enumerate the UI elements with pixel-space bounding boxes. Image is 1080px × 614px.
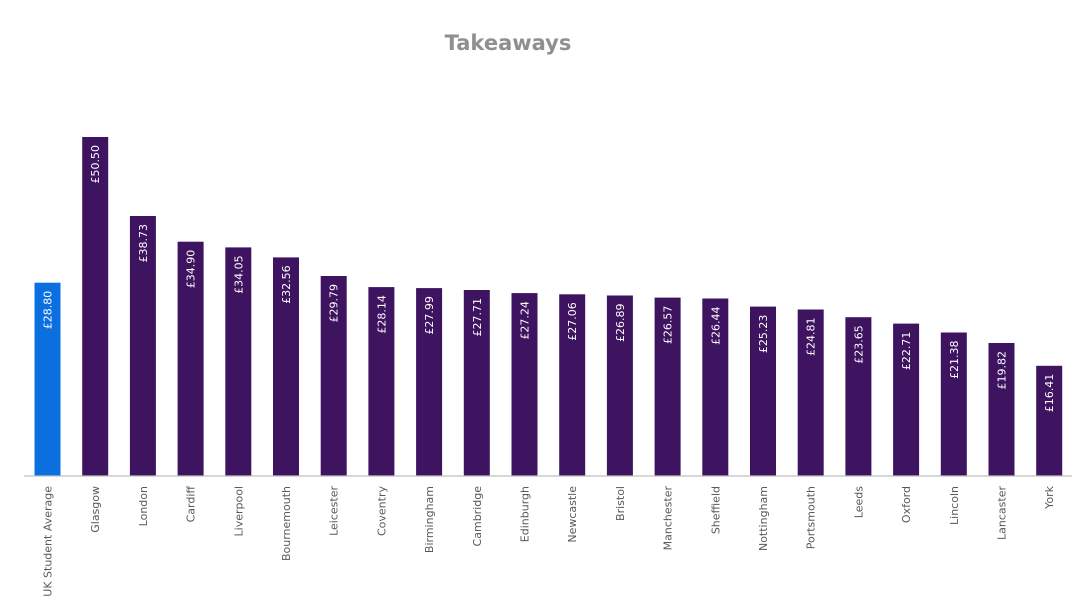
bar-value-label: £34.05 <box>232 255 245 294</box>
bar-value-label: £28.80 <box>42 291 55 330</box>
bar-value-label: £23.65 <box>852 325 865 364</box>
bar-london <box>129 216 156 476</box>
bar-cambridge <box>463 290 490 476</box>
category-label: Oxford <box>900 486 913 523</box>
category-label: Manchester <box>662 486 675 551</box>
bar-value-label: £27.06 <box>566 302 579 341</box>
category-label: Cardiff <box>185 486 198 523</box>
bar-sheffield <box>702 298 729 476</box>
bar-value-label: £38.73 <box>137 224 150 263</box>
bar-bristol <box>606 295 633 476</box>
category-label: Bournemouth <box>280 486 293 561</box>
bar-value-label: £26.57 <box>662 306 675 345</box>
category-label: London <box>137 486 150 526</box>
bar-bournemouth <box>273 257 299 476</box>
category-label: Coventry <box>375 486 388 536</box>
bar-value-label: £28.14 <box>375 295 388 334</box>
bar-value-label: £27.71 <box>471 298 484 337</box>
bar-nottingham <box>750 306 776 476</box>
category-label-group: UK Student Average Glasgow London Cardiff Li… <box>42 485 1057 596</box>
category-label: Newcastle <box>566 486 579 543</box>
bar-glasgow <box>82 137 109 476</box>
category-label: Leeds <box>852 486 865 518</box>
bar-value-label: £29.79 <box>328 284 341 323</box>
bar-coventry <box>368 287 395 476</box>
category-label: Liverpool <box>232 486 245 536</box>
category-label: Lancaster <box>996 486 1009 540</box>
category-label: Bristol <box>614 486 627 521</box>
category-label: Cambridge <box>471 486 484 547</box>
bar-lancaster <box>988 343 1015 476</box>
bar-value-label: £27.99 <box>423 296 436 335</box>
category-label: Edinburgh <box>519 486 532 542</box>
bar-value-label: £19.82 <box>996 351 1009 390</box>
category-label: Nottingham <box>757 486 770 551</box>
bar-lincoln <box>940 332 967 476</box>
bar-leicester <box>320 276 347 476</box>
bar-york <box>1036 365 1063 476</box>
bar-cardiff <box>177 241 204 476</box>
bar-group: £28.80 £50.50 £38.73 £34.90 £34.05 £32.56 £29.… <box>34 137 1063 476</box>
bar-birmingham <box>416 288 443 476</box>
category-label: Portsmouth <box>805 486 818 549</box>
bar-portsmouth <box>797 309 824 476</box>
category-label: Birmingham <box>423 486 436 553</box>
bar-value-label: £22.71 <box>900 332 913 371</box>
bar-value-label: £26.44 <box>709 307 722 346</box>
bar-uk-student-average <box>34 282 61 476</box>
bar-value-label: £32.56 <box>280 265 293 304</box>
bar-newcastle <box>559 294 586 476</box>
category-label: Glasgow <box>89 486 102 533</box>
bar-edinburgh <box>511 293 538 476</box>
bar-leeds <box>845 317 872 476</box>
bar-manchester <box>654 297 681 476</box>
bar-value-label: £16.41 <box>1043 374 1056 413</box>
bar-value-label: £21.38 <box>948 341 961 380</box>
bar-value-label: £34.90 <box>185 250 198 289</box>
category-label: Leicester <box>328 486 341 536</box>
bar-value-label: £24.81 <box>805 318 818 357</box>
bar-value-label: £26.89 <box>614 304 627 343</box>
bar-value-label: £25.23 <box>757 315 770 354</box>
bar-value-label: £27.24 <box>519 301 532 340</box>
category-label: Sheffield <box>709 486 722 534</box>
bar-liverpool <box>225 247 252 476</box>
category-label: York <box>1043 485 1056 510</box>
bar-value-label: £50.50 <box>89 145 102 184</box>
bar-oxford <box>893 323 920 476</box>
category-label: UK Student Average <box>42 486 55 597</box>
chart-title: Takeaways <box>445 31 572 55</box>
category-label: Lincoln <box>948 486 961 525</box>
